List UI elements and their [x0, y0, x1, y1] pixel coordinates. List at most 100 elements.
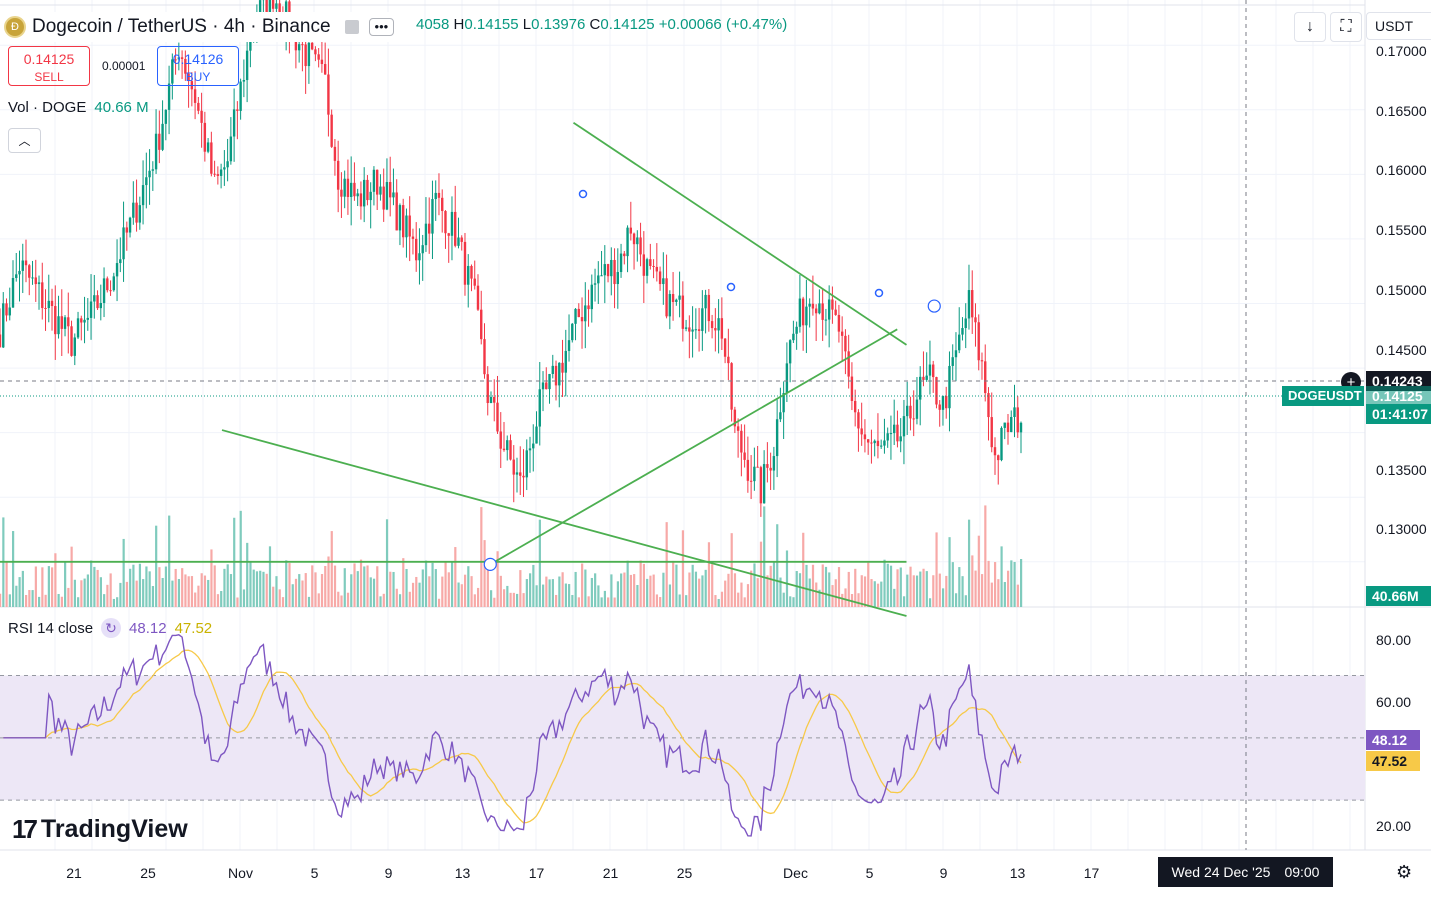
volume-bar — [473, 594, 476, 607]
rsi-legend[interactable]: RSI 14 close ↻ 48.12 47.52 — [8, 618, 212, 638]
volume-bar — [568, 584, 571, 607]
volume-bar — [889, 565, 893, 607]
ohlc-close-label: C — [589, 16, 601, 33]
candle-body — [928, 364, 932, 376]
volume-bar — [782, 592, 785, 607]
candle-body — [8, 307, 11, 316]
candle-body — [590, 284, 593, 310]
volume-bar — [594, 573, 597, 607]
candle-body — [44, 307, 47, 309]
volume-bar — [551, 579, 554, 607]
volume-bar — [659, 597, 662, 607]
volume-bar — [711, 564, 714, 607]
candle-body — [271, 0, 275, 9]
candle-body — [997, 455, 1000, 461]
rsi-legend-label: RSI 14 close — [8, 619, 94, 637]
volume-bar — [44, 594, 47, 607]
volume-bar — [119, 582, 122, 607]
rsi-ma-line — [3, 649, 1022, 824]
volume-bar — [327, 556, 330, 607]
volume-bar — [535, 585, 538, 607]
price-tick: 0.17000 — [1376, 43, 1427, 59]
tradingview-logo[interactable]: 17 TradingView — [12, 814, 188, 845]
volume-bar — [834, 579, 837, 607]
candle-body — [171, 59, 174, 84]
symbol-header[interactable]: Ð Dogecoin / TetherUS · 4h · Binance ••• — [4, 12, 399, 42]
candle-body — [554, 365, 558, 386]
candle-body — [2, 303, 5, 348]
time-tick: 17 — [1083, 865, 1100, 881]
volume-bar — [860, 575, 863, 607]
volume-bar — [359, 559, 363, 607]
volume-legend[interactable]: Vol · DOGE 40.66 M — [8, 99, 149, 116]
buy-button[interactable]: 0.14126 BUY — [157, 46, 239, 86]
volume-bar — [870, 579, 873, 607]
candle-body — [314, 49, 317, 55]
symbol-square-icon[interactable] — [344, 20, 359, 34]
more-options-icon[interactable]: ••• — [368, 18, 395, 36]
candle-body — [860, 428, 863, 435]
candle-body — [496, 402, 499, 432]
volume-bar — [288, 563, 291, 607]
volume-bar — [398, 594, 402, 607]
volume-bar — [164, 566, 168, 607]
volume-bar — [867, 562, 870, 607]
volume-bar — [502, 589, 506, 607]
candle-body — [561, 362, 564, 373]
collapse-legend-button[interactable]: ︿ — [8, 128, 41, 153]
volume-bar — [584, 569, 587, 607]
candle-body — [613, 259, 616, 285]
candle-body — [353, 182, 356, 197]
volume-bar — [935, 532, 938, 607]
volume-bar — [1010, 560, 1013, 607]
download-button[interactable]: ↓ — [1294, 12, 1326, 42]
volume-bar — [928, 598, 932, 607]
candle-body — [879, 445, 883, 447]
candle-body — [441, 197, 444, 212]
volume-bar — [795, 571, 798, 607]
trendline-handle — [874, 288, 884, 298]
candle-body — [746, 459, 750, 481]
volume-bar — [1006, 570, 1010, 607]
fullscreen-button[interactable]: ⛶ — [1330, 12, 1362, 42]
candle-body — [691, 329, 694, 332]
candle-body — [382, 186, 385, 210]
candle-body — [785, 363, 789, 394]
candle-body — [753, 466, 756, 482]
volume-bar — [190, 576, 194, 607]
volume-bar — [597, 585, 600, 607]
settings-gear-icon[interactable]: ⚙ — [1396, 862, 1413, 882]
volume-bar — [337, 591, 340, 607]
volume-bar — [655, 594, 659, 607]
currency-select[interactable]: USDT — [1366, 12, 1431, 40]
volume-bar — [428, 576, 431, 607]
sell-price: 0.14125 — [23, 51, 75, 67]
volume-bar — [99, 577, 102, 607]
volume-bar — [971, 555, 974, 607]
volume-bar — [385, 519, 389, 607]
volume-bar — [636, 584, 639, 607]
candle-body — [473, 278, 476, 286]
candle-body — [232, 109, 236, 137]
time-tick: 9 — [384, 865, 393, 881]
volume-bar — [330, 531, 333, 607]
volume-bar — [629, 574, 633, 607]
symbol-title[interactable]: Dogecoin / TetherUS · 4h · Binance — [32, 16, 331, 37]
volume-bar — [681, 530, 685, 607]
volume-bar — [187, 576, 190, 607]
candle-body — [684, 327, 688, 329]
candle-body — [245, 50, 249, 81]
sell-button[interactable]: 0.14125 SELL — [8, 46, 90, 86]
rsi-refresh-icon[interactable]: ↻ — [101, 618, 122, 638]
candle-body — [486, 374, 489, 404]
candle-body — [395, 192, 398, 231]
candle-body — [457, 237, 460, 246]
candle-body — [229, 136, 233, 162]
volume-bar — [958, 567, 961, 607]
candle-body — [37, 282, 41, 285]
price-tick: 0.16000 — [1376, 162, 1427, 178]
volume-bar — [483, 540, 486, 607]
volume-bar — [672, 560, 675, 607]
volume-bar — [558, 576, 561, 607]
